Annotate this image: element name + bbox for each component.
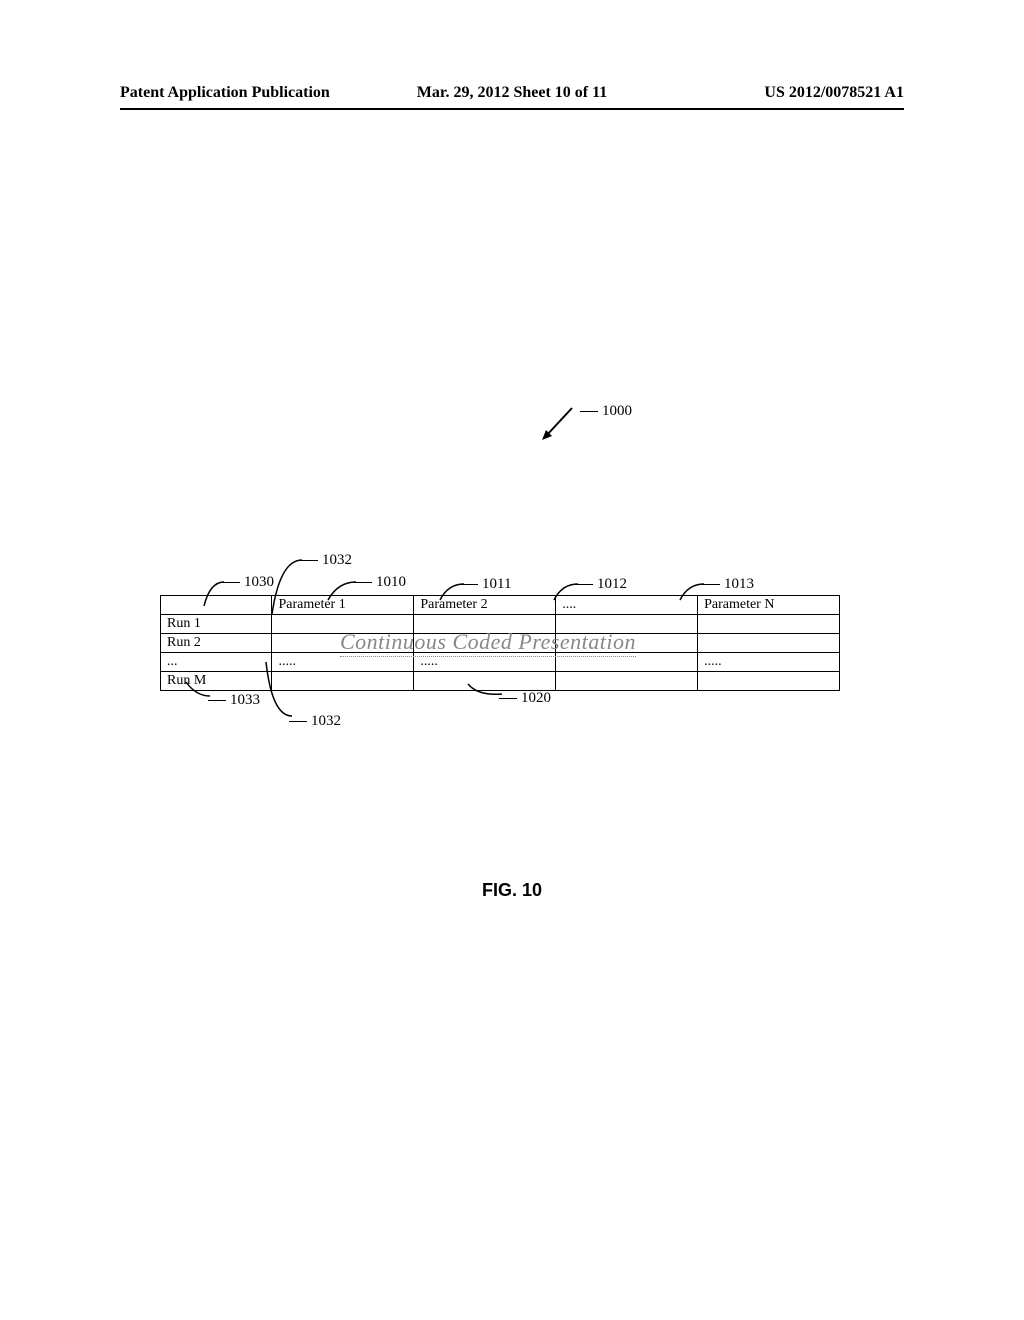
row-runM: Run M bbox=[161, 672, 272, 691]
table-cell bbox=[556, 634, 698, 653]
callout-1013: 1013 bbox=[702, 576, 754, 593]
header-param2: Parameter 2 bbox=[414, 596, 556, 615]
callout-1020: 1020 bbox=[499, 690, 551, 707]
header-rule bbox=[120, 108, 904, 110]
ref-1000-label: 1000 bbox=[602, 403, 632, 419]
table-cell bbox=[698, 615, 840, 634]
table-cell bbox=[698, 634, 840, 653]
table-cell bbox=[414, 615, 556, 634]
header-paramN: Parameter N bbox=[698, 596, 840, 615]
header-patent-number: US 2012/0078521 A1 bbox=[643, 84, 904, 102]
callout-1012: 1012 bbox=[575, 576, 627, 593]
table-cell bbox=[272, 634, 414, 653]
table-cell bbox=[414, 634, 556, 653]
arrow-icon bbox=[538, 406, 578, 442]
table-cell bbox=[698, 672, 840, 691]
row-run2: Run 2 bbox=[161, 634, 272, 653]
callout-1010: 1010 bbox=[354, 574, 406, 591]
callout-1033: 1033 bbox=[208, 692, 260, 709]
table-cell bbox=[556, 653, 698, 672]
table-cell: ..... bbox=[414, 653, 556, 672]
table-cell bbox=[272, 672, 414, 691]
callout-1011: 1011 bbox=[460, 576, 511, 593]
figure-label: FIG. 10 bbox=[0, 880, 1024, 901]
table-cell bbox=[414, 672, 556, 691]
cell-blank bbox=[161, 596, 272, 615]
row-run1: Run 1 bbox=[161, 615, 272, 634]
header-publication: Patent Application Publication bbox=[120, 84, 381, 102]
callout-1032-top: 1032 bbox=[300, 552, 352, 569]
header-sheet-info: Mar. 29, 2012 Sheet 10 of 11 bbox=[381, 84, 642, 102]
table-cell bbox=[556, 615, 698, 634]
callout-1032-bot: 1032 bbox=[289, 713, 341, 730]
header-param1: Parameter 1 bbox=[272, 596, 414, 615]
table-cell: ..... bbox=[698, 653, 840, 672]
table-cell bbox=[556, 672, 698, 691]
page-header: Patent Application Publication Mar. 29, … bbox=[120, 84, 904, 102]
diagram-table-container: Parameter 1 Parameter 2 .... Parameter N… bbox=[160, 595, 840, 691]
row-dots: ... bbox=[161, 653, 272, 672]
header-param-dots: .... bbox=[556, 596, 698, 615]
table-cell bbox=[272, 615, 414, 634]
ref-1000: 1000 bbox=[580, 403, 632, 420]
table-cell: ..... bbox=[272, 653, 414, 672]
parameter-run-table: Parameter 1 Parameter 2 .... Parameter N… bbox=[160, 595, 840, 691]
